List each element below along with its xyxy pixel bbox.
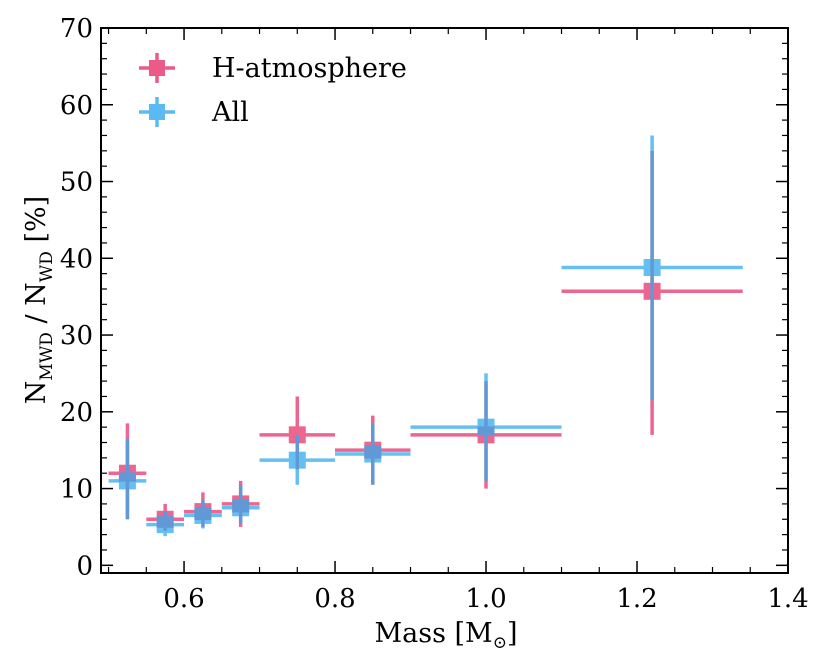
y-tick-label: 60	[60, 91, 93, 121]
plot-frame	[100, 27, 789, 574]
legend-marker	[149, 60, 165, 76]
y-tick-label: 20	[60, 398, 93, 428]
series-all	[108, 135, 743, 537]
y-tick-label: 10	[60, 475, 93, 505]
y-axis-title: NMWD / NWD [%]	[21, 196, 57, 404]
y-tick-label: 50	[60, 168, 93, 198]
data-point	[410, 373, 562, 481]
x-tick-label: 1.4	[767, 584, 808, 614]
x-tick-label: 0.8	[314, 584, 355, 614]
y-tick-label: 70	[60, 14, 93, 44]
data-point	[335, 423, 411, 485]
marker-square	[364, 445, 382, 463]
legend-marker	[149, 104, 165, 120]
data-point	[259, 434, 336, 485]
marker-square	[194, 506, 212, 524]
legend-label: H-atmosphere	[212, 53, 407, 84]
legend-label: All	[211, 97, 249, 128]
x-tick-label: 1.2	[616, 584, 657, 614]
marker-square	[477, 418, 495, 436]
series-layer	[108, 135, 743, 537]
data-point	[108, 438, 147, 520]
y-tick-label: 40	[60, 244, 93, 274]
data-point	[561, 135, 743, 401]
data-point	[184, 500, 222, 529]
marker-square	[643, 258, 661, 276]
x-tick-label: 0.6	[163, 584, 204, 614]
legend-item	[139, 97, 175, 127]
y-tick-label: 0	[76, 551, 93, 581]
marker-square	[118, 472, 136, 490]
marker-square	[288, 451, 306, 469]
y-tick-label: 30	[60, 321, 93, 351]
marker-square	[232, 499, 250, 517]
data-point	[146, 511, 185, 537]
series-h-atmosphere	[108, 150, 743, 531]
data-point	[221, 484, 260, 524]
x-axis-title: Mass [M⊙]	[374, 618, 517, 653]
legend-item	[139, 53, 175, 83]
marker-square	[156, 516, 174, 534]
x-tick-label: 1.0	[465, 584, 506, 614]
legend: H-atmosphere All	[139, 53, 407, 128]
